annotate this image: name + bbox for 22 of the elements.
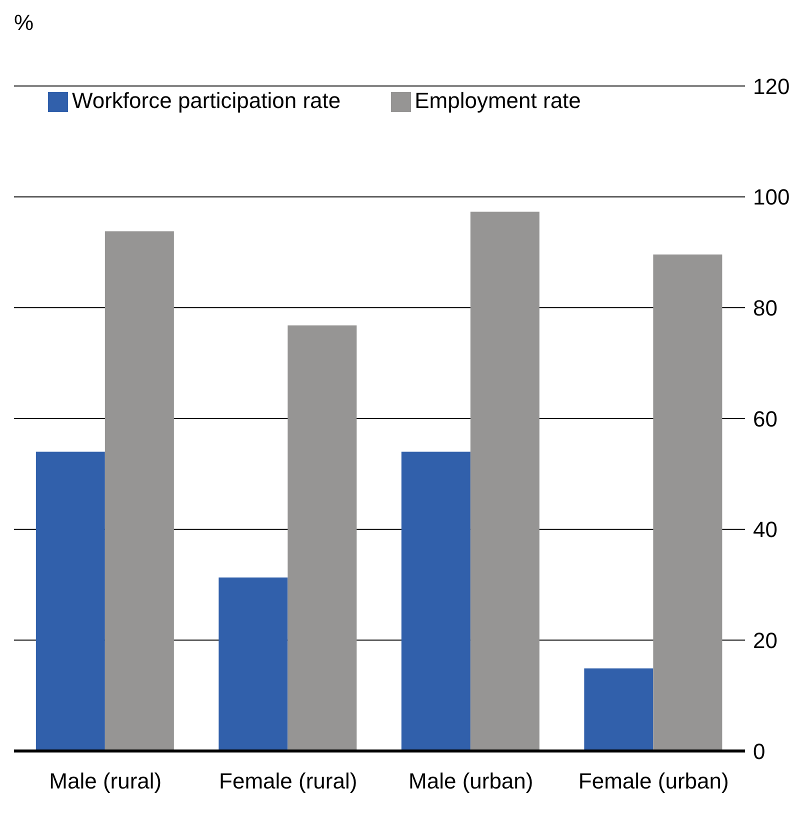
- y-tick-label: 60: [753, 406, 778, 432]
- y-tick-label: 80: [753, 295, 778, 320]
- legend-label: Employment rate: [414, 88, 581, 113]
- bar: [218, 578, 288, 751]
- y-tick-label: 20: [753, 628, 778, 653]
- x-tick-label: Male (urban): [408, 768, 534, 794]
- y-tick-label: 120: [753, 74, 790, 99]
- bar: [401, 452, 470, 751]
- y-tick-label: 0: [753, 738, 766, 764]
- y-axis-title: %: [14, 10, 34, 36]
- legend-label: Workforce participation rate: [72, 88, 341, 113]
- y-tick-label: 40: [753, 517, 778, 542]
- x-tick-label: Female (urban): [578, 768, 729, 794]
- bar: [470, 212, 540, 751]
- bar: [653, 254, 722, 751]
- bar: [584, 668, 654, 751]
- y-tick-label: 100: [753, 184, 790, 210]
- bar: [288, 325, 357, 751]
- bar: [36, 452, 105, 751]
- bar: [104, 231, 174, 751]
- x-tick-label: Male (rural): [49, 768, 162, 794]
- x-tick-label: Female (rural): [219, 768, 358, 794]
